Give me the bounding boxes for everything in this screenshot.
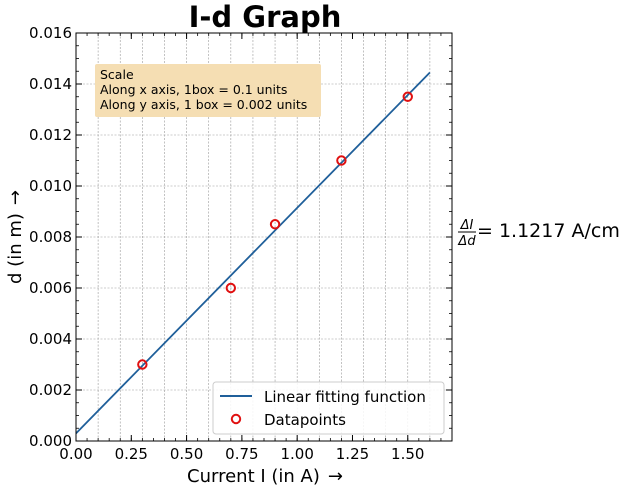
slope-annotation: ΔI Δd = 1.1217 A/cm bbox=[457, 218, 619, 249]
x-axis-arrow: → bbox=[328, 466, 343, 487]
y-axis-label: d (in m) → bbox=[5, 190, 26, 284]
x-tick-labels: 0.00 0.25 0.50 0.75 1.00 1.25 1.50 bbox=[59, 445, 424, 463]
scale-box-line-2: Along x axis, 1box = 0.1 units bbox=[100, 82, 287, 97]
y-tick-label-7: 0.014 bbox=[29, 75, 72, 93]
datapoint-2 bbox=[269, 219, 281, 230]
slope-value: = 1.1217 A/cm bbox=[477, 220, 620, 242]
scale-box-line-3: Along y axis, 1 box = 0.002 units bbox=[100, 97, 307, 112]
legend-marker-swatch bbox=[230, 413, 242, 425]
x-axis-label-text: Current I (in A) bbox=[187, 466, 320, 487]
legend: Linear fitting function Datapoints bbox=[212, 381, 445, 435]
y-axis-arrow: → bbox=[5, 190, 26, 205]
x-axis-label: Current I (in A) → bbox=[187, 466, 343, 487]
legend-entry-fit-line: Linear fitting function bbox=[264, 388, 426, 406]
x-tick-label-4: 1.00 bbox=[280, 445, 313, 463]
y-tick-labels: 0.000 0.002 0.004 0.006 0.008 0.010 0.012 0.014… bbox=[29, 24, 72, 450]
x-tick-label-0: 0.00 bbox=[59, 445, 92, 463]
x-tick-label-1: 0.25 bbox=[115, 445, 148, 463]
y-tick-label-3: 0.006 bbox=[29, 279, 72, 297]
fit-line-series bbox=[75, 71, 431, 434]
x-tick-label-2: 0.50 bbox=[170, 445, 203, 463]
y-tick-label-6: 0.012 bbox=[29, 126, 72, 144]
datapoints-series bbox=[137, 91, 413, 370]
y-axis-label-text: d (in m) bbox=[5, 213, 26, 284]
datapoint-3 bbox=[336, 155, 347, 166]
y-tick-label-2: 0.004 bbox=[29, 330, 72, 348]
y-tick-label-8: 0.016 bbox=[29, 24, 72, 42]
chart-title: I-d Graph bbox=[189, 0, 342, 34]
scale-box-line-1: Scale bbox=[100, 67, 134, 82]
x-tick-label-5: 1.25 bbox=[336, 445, 369, 463]
y-tick-label-4: 0.008 bbox=[29, 228, 72, 246]
legend-entry-datapoints: Datapoints bbox=[264, 411, 346, 429]
slope-numerator: ΔI bbox=[460, 218, 474, 233]
y-tick-label-5: 0.010 bbox=[29, 177, 72, 195]
y-tick-label-0: 0.000 bbox=[29, 432, 72, 450]
x-tick-label-3: 0.75 bbox=[225, 445, 258, 463]
legend-box bbox=[212, 381, 445, 435]
fit-line bbox=[75, 71, 431, 434]
slope-denominator: Δd bbox=[457, 234, 476, 249]
datapoint-0 bbox=[137, 359, 148, 370]
scale-box-background bbox=[95, 64, 321, 117]
x-tick-label-6: 1.50 bbox=[391, 445, 424, 463]
y-tick-label-1: 0.002 bbox=[29, 381, 72, 399]
datapoint-1 bbox=[225, 282, 237, 294]
ticks bbox=[75, 32, 453, 442]
datapoint-4 bbox=[402, 91, 413, 102]
scale-box: Scale Along x axis, 1box = 0.1 units Alo… bbox=[95, 64, 321, 117]
